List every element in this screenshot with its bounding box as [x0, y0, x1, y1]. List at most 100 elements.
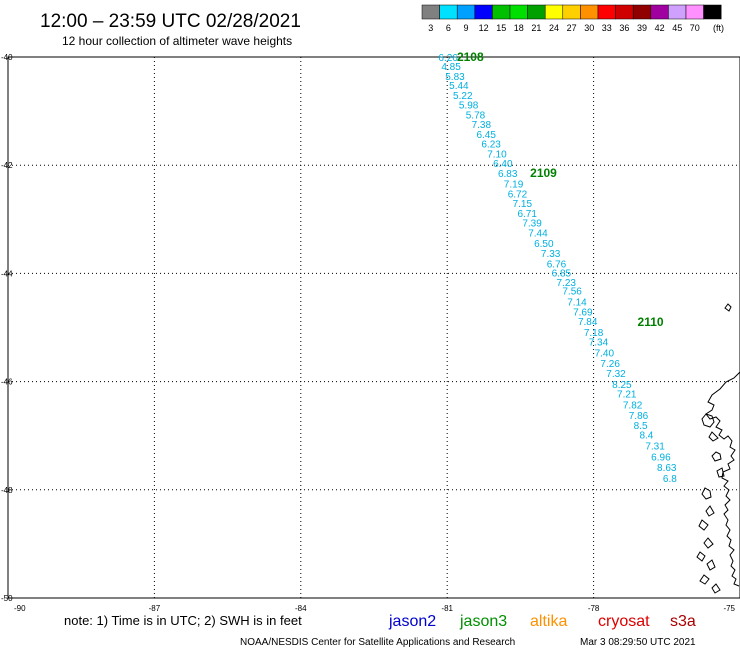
wave-height-point: 7.82 — [623, 400, 643, 411]
satellite-legend-cryosat: cryosat — [598, 613, 650, 630]
wave-height-point: 6.23 — [481, 140, 501, 151]
colorbar-tick-label: 9 — [463, 23, 468, 33]
y-tick-label: -50 — [1, 594, 13, 603]
wave-height-point: 6.50 — [534, 239, 554, 250]
wave-height-point: 7.69 — [573, 307, 593, 318]
satellite-legend: jason2 jason3 altika cryosat s3a — [388, 613, 696, 630]
track-time-label: 2110 — [638, 315, 664, 329]
chart-title: 12:00 – 23:59 UTC 02/28/2021 — [40, 11, 301, 32]
wave-height-point: 6.45 — [476, 130, 496, 141]
x-tick-label: -75 — [723, 604, 735, 613]
coastline-outline — [696, 303, 740, 594]
colorbar-swatch — [562, 4, 581, 20]
plot-area: -90 -87 -84 -81 -78 -75 -40 -42 -44 -46 -48 -50 6.… — [1, 50, 740, 613]
colorbar-swatch — [421, 4, 440, 20]
colorbar-swatch — [615, 4, 634, 20]
track-points: 6.264.855.835.445.225.985.787.386.456.23… — [438, 53, 677, 485]
y-tick-labels: -40 -42 -44 -46 -48 -50 — [1, 53, 13, 603]
wave-height-point: 5.98 — [459, 101, 479, 112]
wave-height-point: 7.39 — [522, 219, 542, 230]
colorbar-swatch — [509, 4, 528, 20]
footer-credit: NOAA/NESDIS Center for Satellite Applica… — [240, 637, 515, 648]
wave-height-point: 7.86 — [629, 411, 649, 422]
colorbar-tick-label: 15 — [496, 23, 506, 33]
wave-height-point: 7.34 — [589, 338, 609, 349]
colorbar-tick-label: 30 — [584, 23, 594, 33]
colorbar-tick-label: 6 — [446, 23, 451, 33]
colorbar-swatch — [703, 4, 722, 20]
satellite-legend-altika: altika — [530, 613, 567, 630]
wave-height-point: 7.19 — [504, 180, 524, 191]
wave-height-point: 5.78 — [466, 110, 486, 121]
wave-height-point: 7.44 — [528, 228, 548, 239]
x-tick-label: -84 — [295, 604, 307, 613]
wave-height-point: 7.10 — [487, 149, 507, 160]
colorbar-swatch — [544, 4, 564, 20]
wave-height-point: 4.85 — [441, 62, 461, 73]
colorbar-tick-label: 3 — [428, 23, 433, 33]
y-tick-label: -44 — [1, 269, 13, 278]
wave-height-point: 6.40 — [493, 159, 513, 170]
colorbar-tick-label: 45 — [672, 23, 682, 33]
y-tick-label: -46 — [1, 378, 13, 387]
colorbar-legend: 3 6 9 12 15 18 21 24 27 30 33 36 39 42 45 70 (ft) — [421, 4, 724, 33]
wave-height-point: 8.4 — [639, 431, 653, 442]
colorbar-swatch — [597, 4, 616, 20]
colorbar-tick-label: 12 — [479, 23, 489, 33]
wave-height-point: 6.72 — [508, 189, 528, 200]
colorbar-tick-label: 27 — [567, 23, 577, 33]
wave-height-point: 8.63 — [657, 463, 677, 474]
track-time-label: 2108 — [457, 50, 484, 64]
wave-height-point: 6.71 — [517, 209, 537, 220]
y-tick-label: -40 — [1, 53, 13, 62]
wave-height-point: 6.76 — [547, 260, 567, 271]
wave-height-point: 7.38 — [472, 120, 492, 131]
wave-height-point: 6.26 — [438, 53, 458, 64]
wave-height-point: 5.44 — [449, 81, 469, 92]
wave-height-point: 7.40 — [595, 348, 615, 359]
wave-height-point: 8.5 — [634, 421, 648, 432]
colorbar-labels: 3 6 9 12 15 18 21 24 27 30 33 36 39 42 45 70 — [428, 23, 700, 33]
grid-lines — [8, 57, 740, 598]
track-time-label: 2109 — [530, 166, 557, 180]
plot-frame — [7, 56, 740, 599]
x-tick-label: -78 — [588, 604, 600, 613]
wave-height-point: 6.8 — [663, 474, 677, 485]
x-tick-label: -81 — [441, 604, 453, 613]
colorbar-tick-label: 42 — [655, 23, 665, 33]
wave-height-point: 7.23 — [557, 278, 577, 289]
colorbar-swatch — [650, 4, 669, 20]
track-time-labels: 2108 2109 2110 — [457, 50, 664, 329]
wave-height-point: 5.83 — [445, 72, 465, 83]
y-tick-label: -42 — [1, 161, 13, 170]
colorbar-swatch — [668, 4, 687, 20]
footer-timestamp: Mar 3 08:29:50 UTC 2021 — [580, 637, 696, 648]
colorbar-tick-label: 33 — [602, 23, 612, 33]
wave-height-point: 6.83 — [498, 169, 518, 180]
satellite-legend-s3a: s3a — [670, 613, 696, 630]
colorbar-swatch — [685, 4, 704, 20]
wave-height-point: 7.84 — [578, 317, 598, 328]
satellite-legend-jason2: jason2 — [388, 613, 436, 630]
colorbar-swatch — [580, 4, 599, 20]
wave-height-point: 7.31 — [645, 441, 665, 452]
colorbar-tick-label: 39 — [637, 23, 647, 33]
footer-note: note: 1) Time is in UTC; 2) SWH is in fe… — [64, 613, 302, 628]
colorbar-tick-label: 18 — [514, 23, 524, 33]
wave-height-point: 6.96 — [651, 452, 671, 463]
colorbar-swatch — [474, 4, 493, 20]
wave-height-point: 6.85 — [552, 268, 572, 279]
x-tick-label: -87 — [149, 604, 161, 613]
wave-height-point: 7.33 — [541, 249, 561, 260]
colorbar-tick-label: 21 — [531, 23, 541, 33]
colorbar-swatch — [456, 4, 476, 20]
colorbar-swatches — [421, 4, 722, 20]
colorbar-unit-label: (ft) — [713, 23, 724, 33]
colorbar-swatch — [492, 4, 511, 20]
colorbar-swatch — [527, 4, 546, 20]
wave-height-point: 5.22 — [453, 91, 473, 102]
wave-height-point: 7.56 — [562, 287, 582, 298]
colorbar-tick-label: 70 — [690, 23, 700, 33]
wave-height-point: 7.26 — [600, 359, 620, 370]
wave-height-point: 7.21 — [617, 390, 637, 401]
